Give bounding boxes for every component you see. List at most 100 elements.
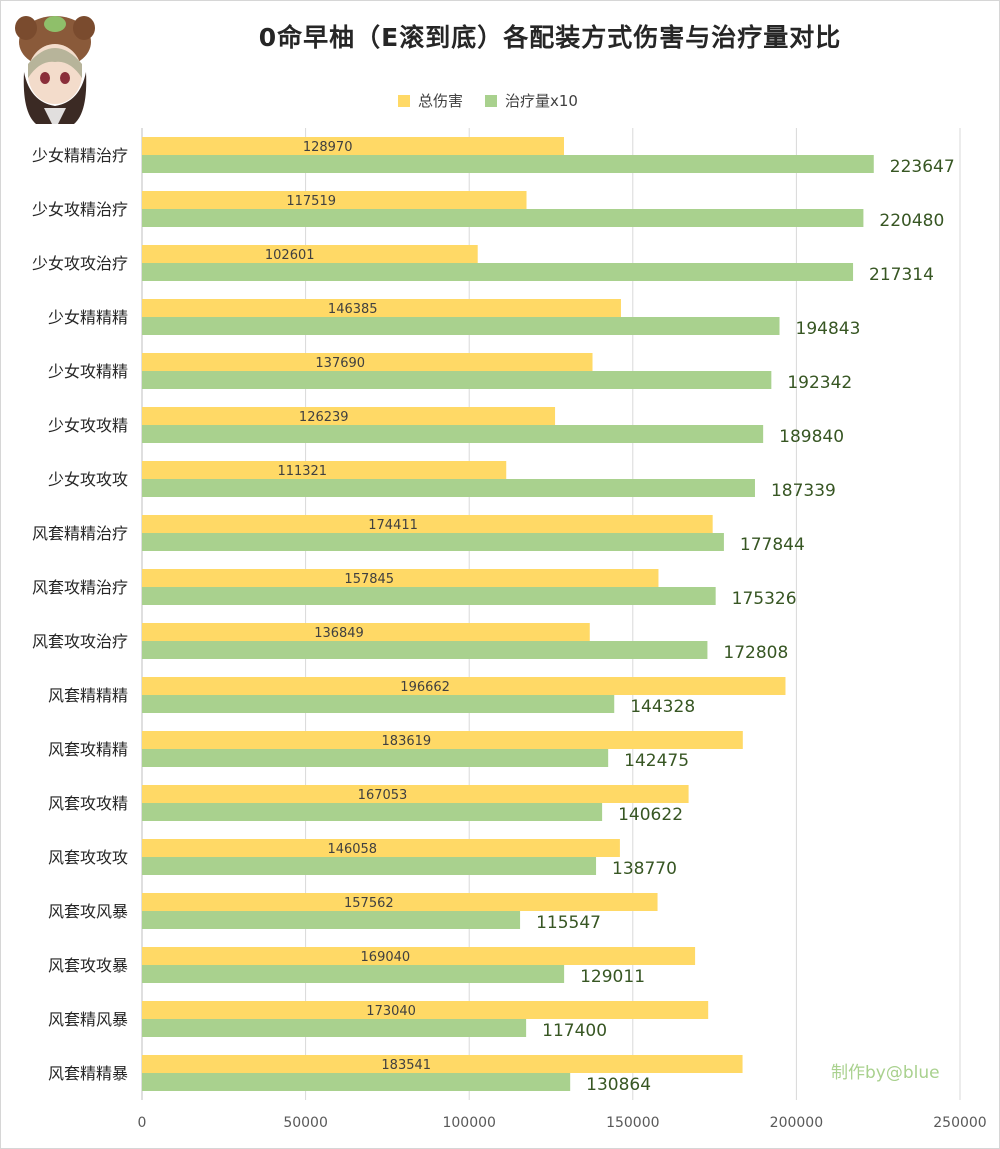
category-label: 风套攻攻精	[48, 794, 128, 813]
x-tick-label: 0	[138, 1115, 147, 1131]
data-label-healing: 129011	[580, 967, 645, 987]
x-tick-label: 50000	[283, 1115, 328, 1131]
category-label: 风套攻攻治疗	[32, 632, 128, 651]
data-label-damage: 183619	[382, 734, 432, 749]
bar-damage	[142, 893, 658, 911]
bar-damage	[142, 785, 689, 803]
data-label-healing: 194843	[796, 319, 861, 339]
data-label-healing: 192342	[787, 373, 852, 393]
legend-swatch-healing	[485, 94, 498, 107]
data-label-healing: 140622	[618, 805, 683, 825]
legend-label-healing: 治疗量x10	[505, 92, 578, 110]
data-label-healing: 115547	[536, 913, 601, 933]
category-label: 风套精风暴	[48, 1010, 128, 1029]
category-label: 风套精精精	[48, 686, 128, 705]
data-label-damage: 146385	[328, 302, 378, 317]
category-label: 少女攻攻治疗	[32, 254, 128, 273]
bar-damage	[142, 623, 590, 641]
bar-damage	[142, 299, 621, 317]
data-label-damage: 183541	[381, 1058, 431, 1073]
category-label: 少女攻精治疗	[32, 200, 128, 219]
bar-healing	[142, 749, 609, 767]
bar-healing	[142, 1019, 527, 1037]
data-label-damage: 102601	[265, 248, 315, 263]
chart-title: 0命早柚（E滚到底）各配装方式伤害与治疗量对比	[258, 23, 842, 52]
bar-healing	[142, 479, 755, 497]
category-label: 风套精精暴	[48, 1064, 128, 1083]
data-label-damage: 196662	[400, 680, 450, 695]
bar-healing	[142, 587, 716, 605]
x-tick-label: 100000	[442, 1115, 495, 1131]
legend-swatch-damage	[398, 94, 410, 107]
bar-healing	[142, 533, 724, 551]
category-label: 少女攻攻攻	[48, 470, 128, 489]
data-label-healing: 217314	[869, 265, 934, 285]
bar-healing	[142, 965, 565, 983]
data-label-damage: 173040	[366, 1004, 416, 1019]
bar-healing	[142, 803, 603, 821]
legend-label-damage: 总伤害	[418, 92, 464, 110]
data-label-healing: 189840	[779, 427, 844, 447]
chibi-character-avatar-icon	[15, 16, 95, 130]
category-label: 风套攻攻攻	[48, 848, 128, 867]
bar-damage	[142, 947, 696, 965]
bar-healing	[142, 371, 772, 389]
data-label-damage: 157562	[344, 896, 394, 911]
data-label-healing: 144328	[630, 697, 695, 717]
data-label-healing: 220480	[879, 211, 944, 231]
data-label-damage: 117519	[286, 194, 336, 209]
data-label-healing: 138770	[612, 859, 677, 879]
data-label-damage: 126239	[299, 410, 349, 425]
bar-healing	[142, 263, 854, 281]
data-label-healing: 175326	[732, 589, 797, 609]
legend-item-damage: 总伤害	[398, 90, 463, 111]
category-label: 风套精精治疗	[32, 524, 128, 543]
data-label-damage: 157845	[344, 572, 394, 587]
category-label: 少女攻攻精	[48, 416, 128, 435]
bar-damage	[142, 407, 556, 425]
x-tick-label: 250000	[933, 1115, 986, 1131]
category-label: 风套攻风暴	[48, 902, 128, 921]
category-label: 少女精精精	[48, 308, 128, 327]
bar-healing	[142, 911, 521, 929]
bar-healing	[142, 1073, 571, 1091]
watermark: 制作by@blue	[831, 1063, 940, 1083]
bar-healing	[142, 695, 615, 713]
category-label: 风套攻攻暴	[48, 956, 128, 975]
data-label-healing: 187339	[771, 481, 836, 501]
data-label-healing: 223647	[890, 157, 955, 177]
bar-damage	[142, 515, 713, 533]
bar-damage	[142, 245, 478, 263]
data-label-damage: 167053	[358, 788, 408, 803]
category-label: 风套攻精精	[48, 740, 128, 759]
data-label-damage: 136849	[314, 626, 364, 641]
bar-damage	[142, 569, 659, 587]
data-label-damage: 146058	[327, 842, 377, 857]
legend-item-healing: 治疗量x10	[485, 90, 578, 111]
chart-legend: 总伤害 治疗量x10	[398, 90, 600, 111]
category-label: 风套攻精治疗	[32, 578, 128, 597]
bar-damage	[142, 731, 743, 749]
bar-damage	[142, 137, 564, 155]
data-label-damage: 169040	[361, 950, 411, 965]
category-label: 少女精精治疗	[32, 146, 128, 165]
data-label-damage: 137690	[315, 356, 365, 371]
category-label: 少女攻精精	[48, 362, 128, 381]
bar-healing	[142, 155, 874, 173]
bar-damage	[142, 1001, 709, 1019]
data-label-healing: 142475	[624, 751, 689, 771]
bar-healing	[142, 425, 764, 443]
data-label-healing: 130864	[586, 1075, 651, 1095]
bar-healing	[142, 641, 708, 659]
data-label-damage: 128970	[303, 140, 353, 155]
data-label-healing: 117400	[542, 1021, 607, 1041]
bar-healing	[142, 317, 780, 335]
bar-damage	[142, 191, 527, 209]
data-label-healing: 172808	[723, 643, 788, 663]
x-tick-label: 150000	[606, 1115, 659, 1131]
bar-healing	[142, 209, 864, 227]
bar-healing	[142, 857, 597, 875]
data-label-healing: 177844	[740, 535, 805, 555]
bar-damage	[142, 677, 786, 695]
